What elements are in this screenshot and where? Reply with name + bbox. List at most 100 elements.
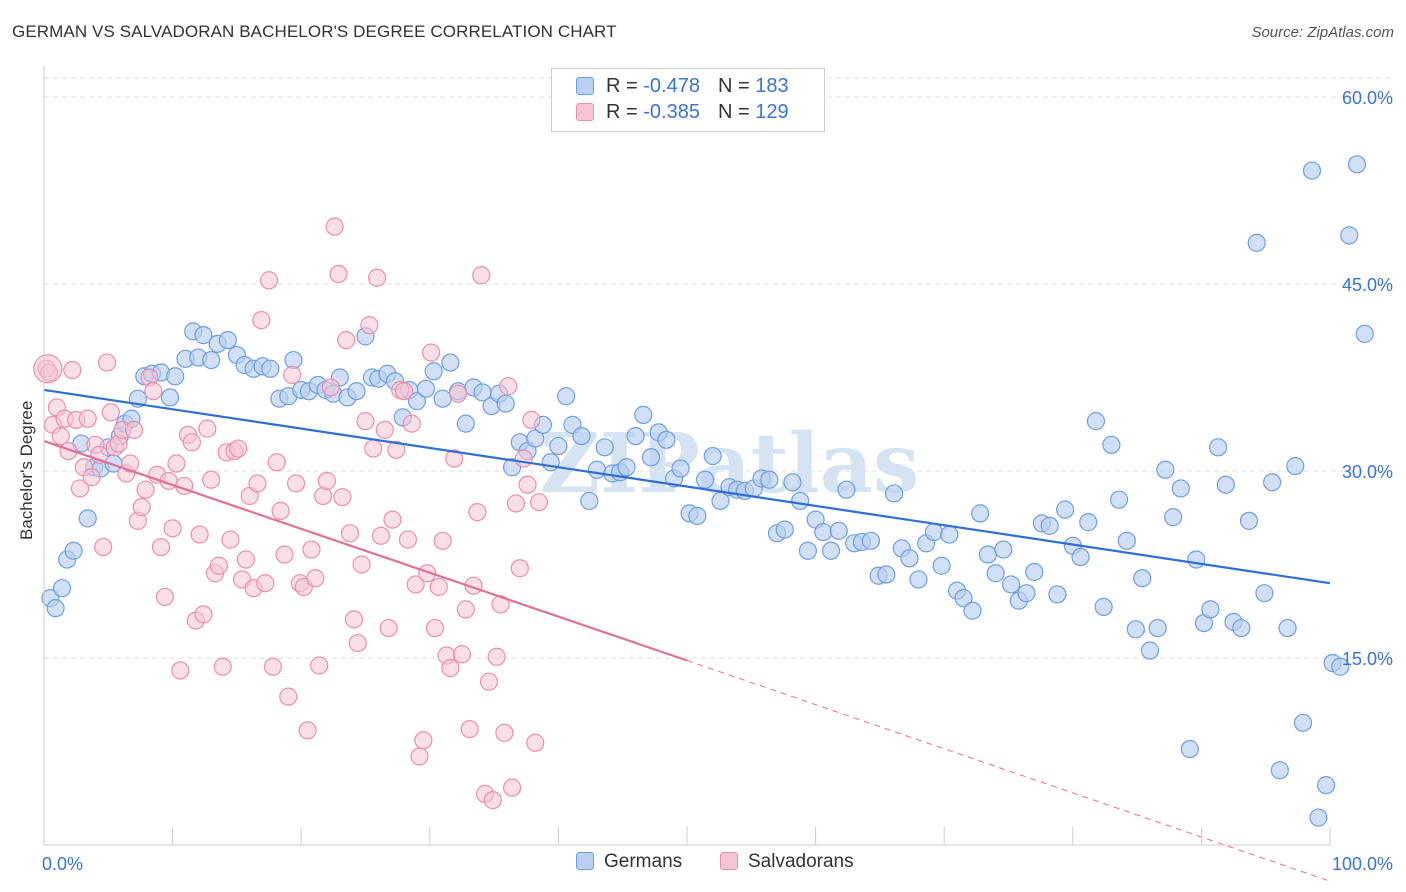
german-point bbox=[1055, 500, 1075, 519]
legend-swatch-germans bbox=[576, 77, 594, 95]
salvadoran-point bbox=[151, 537, 171, 557]
salvadoran-point bbox=[259, 271, 279, 290]
salvadoran-point bbox=[155, 587, 174, 607]
german-point bbox=[1302, 161, 1322, 180]
german-point bbox=[1278, 618, 1297, 638]
salvadoran-point bbox=[530, 493, 549, 512]
german-point bbox=[814, 522, 833, 542]
legend-swatch-salvadorans bbox=[576, 103, 594, 121]
legend-r-label: R = bbox=[606, 75, 644, 97]
salvadoran-point bbox=[248, 474, 267, 493]
salvadoran-point bbox=[321, 378, 340, 397]
german-point bbox=[261, 359, 280, 378]
salvadoran-point bbox=[375, 420, 394, 439]
german-point bbox=[657, 430, 676, 449]
salvadoran-point bbox=[190, 525, 209, 544]
salvadoran-points bbox=[33, 217, 549, 810]
german-point bbox=[1140, 641, 1160, 660]
salvadoran-point bbox=[433, 531, 452, 550]
salvadoran-point bbox=[209, 556, 228, 575]
german-point bbox=[1133, 569, 1152, 588]
x-tick-label: 0.0% bbox=[42, 854, 83, 874]
salvadoran-point bbox=[495, 723, 514, 742]
german-point bbox=[64, 541, 83, 560]
chart-title: GERMAN VS SALVADORAN BACHELOR'S DEGREE C… bbox=[12, 22, 617, 41]
german-point bbox=[1187, 550, 1206, 569]
salvadoran-point bbox=[483, 791, 502, 810]
salvadoran-point bbox=[352, 555, 371, 574]
salvadoran-point bbox=[51, 426, 70, 446]
salvadoran-point bbox=[302, 540, 321, 559]
german-point bbox=[1317, 776, 1336, 795]
salvadoran-point bbox=[194, 605, 213, 624]
salvadoran-point bbox=[526, 733, 545, 752]
salvadoran-point bbox=[445, 449, 464, 468]
salvadoran-point bbox=[82, 468, 101, 487]
german-point bbox=[416, 379, 436, 398]
german-point bbox=[424, 362, 443, 381]
german-point bbox=[1201, 600, 1220, 619]
legend-r-value: -0.385 bbox=[643, 101, 700, 123]
german-point bbox=[1355, 324, 1374, 343]
y-tick-label: 45.0% bbox=[1342, 275, 1393, 295]
german-point bbox=[617, 458, 636, 477]
salvadoran-point bbox=[298, 721, 317, 740]
german-point bbox=[1102, 435, 1121, 454]
german-point bbox=[1340, 226, 1359, 245]
german-point bbox=[877, 565, 896, 584]
salvadoran-point bbox=[78, 409, 97, 428]
german-point bbox=[971, 504, 990, 523]
german-point bbox=[1239, 511, 1259, 530]
y-tick-label: 15.0% bbox=[1342, 649, 1393, 669]
german-point bbox=[347, 382, 366, 401]
german-point bbox=[1164, 508, 1183, 527]
salvadoran-point bbox=[340, 524, 360, 543]
german-point bbox=[1156, 460, 1175, 479]
salvadoran-point bbox=[337, 331, 356, 350]
salvadoran-point bbox=[441, 658, 460, 678]
salvadoran-point bbox=[63, 360, 82, 380]
salvadoran-point bbox=[163, 519, 182, 538]
german-point bbox=[775, 520, 794, 539]
salvadoran-point bbox=[360, 316, 379, 335]
german-point bbox=[760, 470, 779, 489]
salvadoran-point bbox=[97, 353, 117, 372]
y-tick-label: 60.0% bbox=[1342, 88, 1393, 108]
salvadoran-trend-extension bbox=[686, 660, 1331, 882]
salvadoran-point bbox=[275, 545, 294, 564]
german-point bbox=[1255, 584, 1274, 603]
german-point bbox=[1094, 597, 1113, 616]
salvadoran-point bbox=[506, 494, 526, 513]
salvadoran-point bbox=[503, 778, 522, 797]
salvadoran-point bbox=[70, 479, 90, 498]
salvadoran-point bbox=[402, 414, 421, 433]
german-point bbox=[284, 350, 303, 370]
salvadoran-point bbox=[202, 470, 221, 489]
bottom-swatch-germans bbox=[576, 852, 594, 870]
german-point bbox=[1001, 575, 1021, 594]
german-point bbox=[52, 579, 72, 598]
german-point bbox=[783, 473, 802, 492]
salvadoran-point bbox=[429, 577, 448, 597]
salvadoran-point bbox=[283, 365, 302, 385]
german-point bbox=[1040, 516, 1059, 535]
legend-n-value: 129 bbox=[755, 101, 789, 123]
german-point bbox=[1232, 618, 1251, 638]
german-point bbox=[595, 438, 614, 457]
german-point bbox=[194, 326, 213, 345]
salvadoran-point bbox=[59, 441, 78, 461]
german-point bbox=[160, 388, 180, 407]
german-point bbox=[641, 448, 661, 467]
salvadoran-point bbox=[398, 530, 418, 549]
german-point bbox=[1347, 155, 1367, 174]
legend-row-salvadorans: R = -0.385 N = 129 bbox=[576, 101, 789, 125]
salvadoran-point bbox=[198, 419, 217, 438]
german-point bbox=[634, 405, 653, 424]
salvadoran-point bbox=[371, 526, 391, 545]
german-point bbox=[580, 491, 599, 511]
salvadoran-point bbox=[479, 672, 499, 691]
german-point bbox=[837, 480, 856, 499]
salvadoran-point bbox=[425, 618, 445, 638]
legend-n-label: N = bbox=[717, 75, 756, 97]
